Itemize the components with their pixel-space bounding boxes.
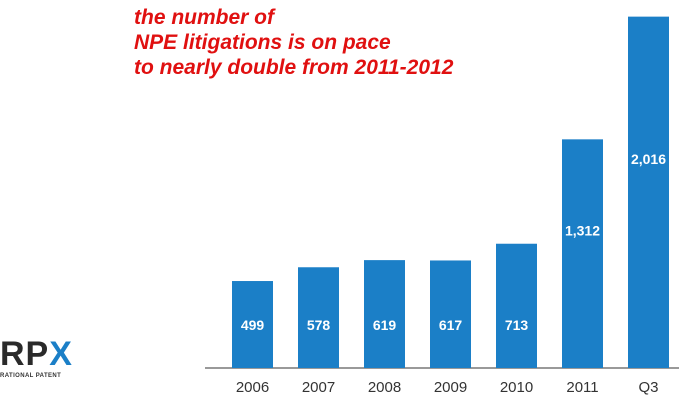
x-tick-label: 2008 xyxy=(368,379,401,396)
x-tick-label: 2009 xyxy=(434,379,467,396)
x-tick-label: 2011 xyxy=(566,379,598,396)
x-tick-label: Q3 xyxy=(638,379,658,396)
annotation-line-1: the number of xyxy=(134,6,274,29)
x-tick-label: 2010 xyxy=(500,379,533,396)
bar-Q3 xyxy=(628,16,669,368)
bar-value-label: 713 xyxy=(505,317,529,333)
logo-tagline: RATIONAL PATENT xyxy=(0,373,62,379)
chart-annotation: the number of NPE litigations is on pace… xyxy=(134,5,453,80)
bar-value-label: 1,312 xyxy=(565,222,600,238)
bar-value-label: 499 xyxy=(241,317,265,333)
x-tick-label: 2006 xyxy=(236,379,269,396)
bar-value-label: 619 xyxy=(373,317,397,333)
bar-value-label: 578 xyxy=(307,317,331,333)
annotation-line-2: NPE litigations is on pace xyxy=(134,31,391,54)
bar-2011 xyxy=(562,139,603,368)
logo-mark-rp: RP xyxy=(0,335,50,373)
logo-mark: RPX xyxy=(0,337,73,371)
bar-value-label: 617 xyxy=(439,317,463,333)
bar-2006 xyxy=(232,281,273,368)
x-tick-label: 2007 xyxy=(302,379,335,396)
bar-value-label: 2,016 xyxy=(631,151,666,167)
logo-mark-x: X xyxy=(49,335,73,373)
annotation-line-3: to nearly double from 2011-2012 xyxy=(134,56,454,79)
bar-2008 xyxy=(364,260,405,368)
bar-2007 xyxy=(298,267,339,368)
bar-2009 xyxy=(430,260,471,368)
rpx-logo: RPX RATIONAL PATENT xyxy=(0,337,105,383)
bar-2010 xyxy=(496,243,537,368)
